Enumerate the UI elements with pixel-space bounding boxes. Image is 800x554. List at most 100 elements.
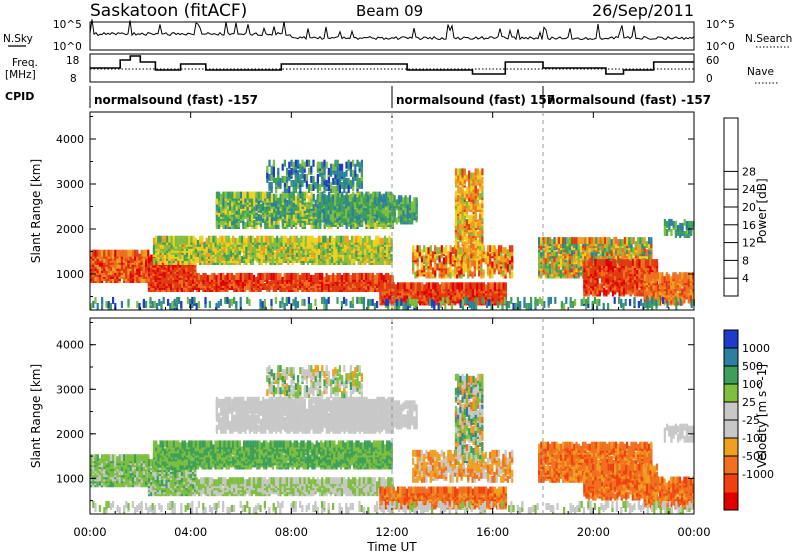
heatmap-cell xyxy=(268,220,271,227)
heatmap-cell xyxy=(150,254,153,262)
heatmap-cell xyxy=(348,239,351,247)
heatmap-cell xyxy=(229,220,232,227)
heatmap-cell xyxy=(459,178,462,186)
heatmap-cell xyxy=(294,169,297,177)
heatmap-cell xyxy=(469,261,472,269)
heatmap-cell xyxy=(330,181,333,189)
heatmap-cell xyxy=(188,251,191,259)
heatmap-cell xyxy=(240,245,244,253)
heatmap-cell xyxy=(506,263,509,271)
heatmap-cell xyxy=(264,222,267,229)
heatmap-cell xyxy=(194,237,197,245)
heatmap-cell xyxy=(445,255,448,263)
heatmap-cell xyxy=(329,213,332,221)
heatmap-cell xyxy=(389,195,392,203)
heatmap-cell xyxy=(342,215,346,223)
heatmap-cell xyxy=(471,259,474,267)
heatmap-cell xyxy=(351,197,354,205)
heatmap-cell xyxy=(272,173,275,181)
heatmap-cell xyxy=(454,176,458,184)
heatmap-cell xyxy=(178,276,181,284)
heatmap-cell xyxy=(338,201,341,209)
heatmap-cell xyxy=(303,165,306,173)
heatmap-cell xyxy=(481,251,484,259)
heatmap-cell xyxy=(288,220,291,227)
heatmap-cell xyxy=(220,217,223,225)
heatmap-cell xyxy=(497,263,501,271)
heatmap-cell xyxy=(482,245,485,253)
heatmap-cell xyxy=(471,271,474,279)
heatmap-cell xyxy=(349,205,352,213)
heatmap-cell xyxy=(205,237,208,245)
heatmap-cell xyxy=(544,237,547,245)
heatmap-cell xyxy=(270,283,273,290)
heatmap-cell xyxy=(377,235,380,243)
heatmap-cell xyxy=(323,276,326,284)
heatmap-cell xyxy=(336,163,339,171)
heatmap-cell xyxy=(549,237,552,245)
heatmap-cell xyxy=(288,272,291,280)
heatmap-cell xyxy=(336,197,339,205)
heatmap-cell xyxy=(302,258,305,265)
heatmap-cell xyxy=(360,272,363,280)
heatmap-cell xyxy=(235,191,238,199)
heatmap-cell xyxy=(329,207,332,215)
heatmap-cell xyxy=(412,282,415,290)
heatmap-cell xyxy=(474,168,477,176)
heatmap-cell xyxy=(218,215,221,223)
heatmap-cell xyxy=(385,191,388,199)
heatmap-cell xyxy=(387,191,390,199)
heatmap-cell xyxy=(248,272,251,280)
heatmap-cell xyxy=(303,191,306,199)
heatmap-cell xyxy=(461,202,464,210)
heatmap-cell xyxy=(312,217,315,225)
heatmap-cell xyxy=(403,298,406,306)
heatmap-cell xyxy=(221,251,224,259)
heatmap-cell xyxy=(508,257,512,265)
heatmap-cell xyxy=(495,257,498,265)
heatmap-cell xyxy=(476,239,480,247)
heatmap-cell xyxy=(322,251,325,259)
heatmap-cell xyxy=(223,245,226,253)
heatmap-cell xyxy=(225,235,228,243)
heatmap-cell xyxy=(454,180,458,188)
heatmap-cell xyxy=(320,251,323,259)
heatmap-cell xyxy=(480,259,483,267)
heatmap-cell xyxy=(504,282,507,290)
heatmap-cell xyxy=(202,272,205,280)
heatmap-cell xyxy=(313,241,316,249)
heatmap-cell xyxy=(476,231,480,239)
heatmap-cell xyxy=(475,245,479,253)
heatmap-cell xyxy=(343,171,346,179)
heatmap-cell xyxy=(278,253,281,261)
heatmap-cell xyxy=(303,203,306,211)
heatmap-cell xyxy=(360,173,363,181)
heatmap-cell xyxy=(454,235,458,243)
heatmap-cell xyxy=(303,217,306,225)
heatmap-cell xyxy=(218,199,221,207)
heatmap-cell xyxy=(412,245,415,253)
heatmap-cell xyxy=(397,195,401,203)
heatmap-cell xyxy=(279,193,282,201)
heatmap-cell xyxy=(281,276,284,284)
heatmap-cell xyxy=(438,288,441,296)
heatmap-cell xyxy=(257,285,260,292)
heatmap-cell xyxy=(360,181,363,189)
heatmap-cell xyxy=(155,249,158,257)
heatmap-cell xyxy=(215,220,218,227)
heatmap-cell xyxy=(400,207,403,215)
heatmap-cell xyxy=(434,296,437,304)
heatmap-cell xyxy=(292,276,295,284)
heatmap-cell xyxy=(253,203,256,211)
heatmap-cell xyxy=(323,186,326,193)
heatmap-cell xyxy=(174,235,178,243)
heatmap-cell xyxy=(347,272,350,280)
heatmap-cell xyxy=(232,235,235,243)
heatmap-cell xyxy=(330,169,333,177)
heatmap-cell xyxy=(354,220,357,227)
heatmap-cell xyxy=(331,256,334,263)
heatmap-cell xyxy=(397,209,401,217)
heatmap-cell xyxy=(376,272,379,280)
heatmap-cell xyxy=(493,282,496,290)
heatmap-cell xyxy=(246,220,249,227)
